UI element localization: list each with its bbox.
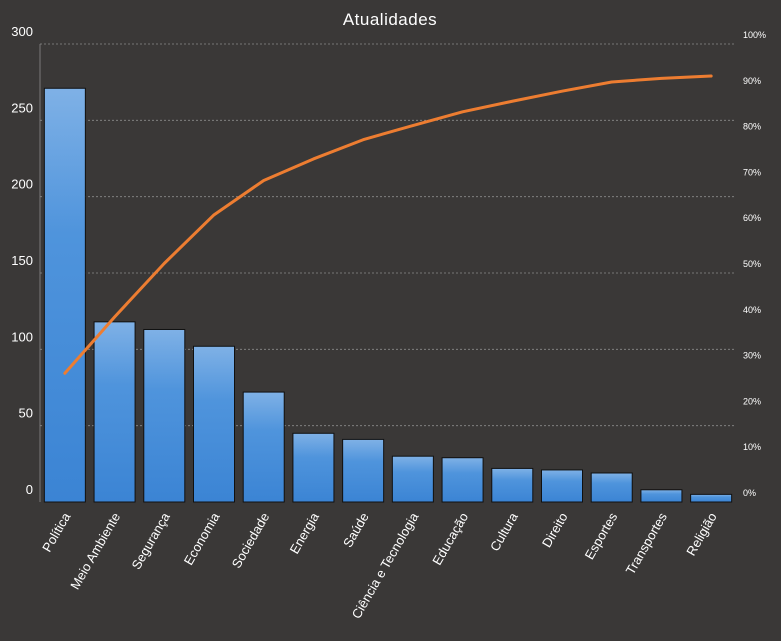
y-axis-ticks: 0 50 100 150 200 250 300 (11, 24, 33, 497)
chart-title: Atualidades (343, 10, 437, 29)
bar (391, 455, 434, 503)
x-tick-label: Cultura (487, 509, 521, 553)
y2-tick-label: 60% (743, 213, 761, 223)
y2-tick-label: 0% (743, 488, 756, 498)
y2-tick-label: 90% (743, 76, 761, 86)
x-tick-label: Educação (429, 510, 471, 568)
y-tick-label: 150 (11, 253, 33, 268)
bar (690, 493, 733, 503)
y-tick-label: 250 (11, 100, 33, 115)
y2-axis-ticks: 0% 10% 20% 30% 40% 50% 60% 70% 80% 90% 100% (743, 30, 766, 498)
bar (491, 467, 534, 503)
x-tick-label: Direito (539, 510, 571, 550)
bars (43, 87, 733, 503)
x-tick-label: Segurança (128, 509, 173, 572)
y2-tick-label: 30% (743, 351, 761, 361)
y2-tick-label: 40% (743, 305, 761, 315)
y2-tick-label: 10% (743, 442, 761, 452)
x-tick-label: Política (39, 509, 74, 554)
bar (541, 469, 583, 503)
y-tick-label: 100 (11, 329, 33, 344)
x-tick-label: Energia (287, 509, 323, 556)
x-tick-label: Economia (181, 509, 223, 567)
pareto-line-group (63, 74, 713, 375)
bar (143, 328, 186, 503)
bar (43, 87, 86, 503)
y2-tick-label: 50% (743, 259, 761, 269)
bar (93, 321, 136, 503)
bar (292, 432, 335, 503)
y2-tick-label: 70% (743, 167, 761, 177)
x-tick-label: Esportes (582, 510, 621, 562)
bar (640, 489, 683, 503)
bar (441, 457, 484, 503)
x-tick-label: Religião (683, 510, 719, 558)
y2-tick-label: 20% (743, 396, 761, 406)
bar (590, 472, 633, 503)
bar (193, 345, 235, 503)
y2-tick-label: 80% (743, 122, 761, 132)
y2-tick-label: 100% (743, 30, 766, 40)
y-tick-label: 0 (26, 482, 33, 497)
x-tick-label: Saúde (340, 510, 372, 550)
bar (242, 391, 285, 503)
y-tick-label: 200 (11, 177, 33, 192)
pareto-line (63, 74, 713, 375)
x-tick-label: Sociedade (229, 510, 273, 571)
x-tick-label: Transportes (623, 510, 671, 578)
bar (342, 438, 385, 503)
x-tick-label: Meio Ambiente (67, 510, 123, 592)
y-tick-label: 300 (11, 24, 33, 39)
y-tick-label: 50 (19, 406, 33, 421)
